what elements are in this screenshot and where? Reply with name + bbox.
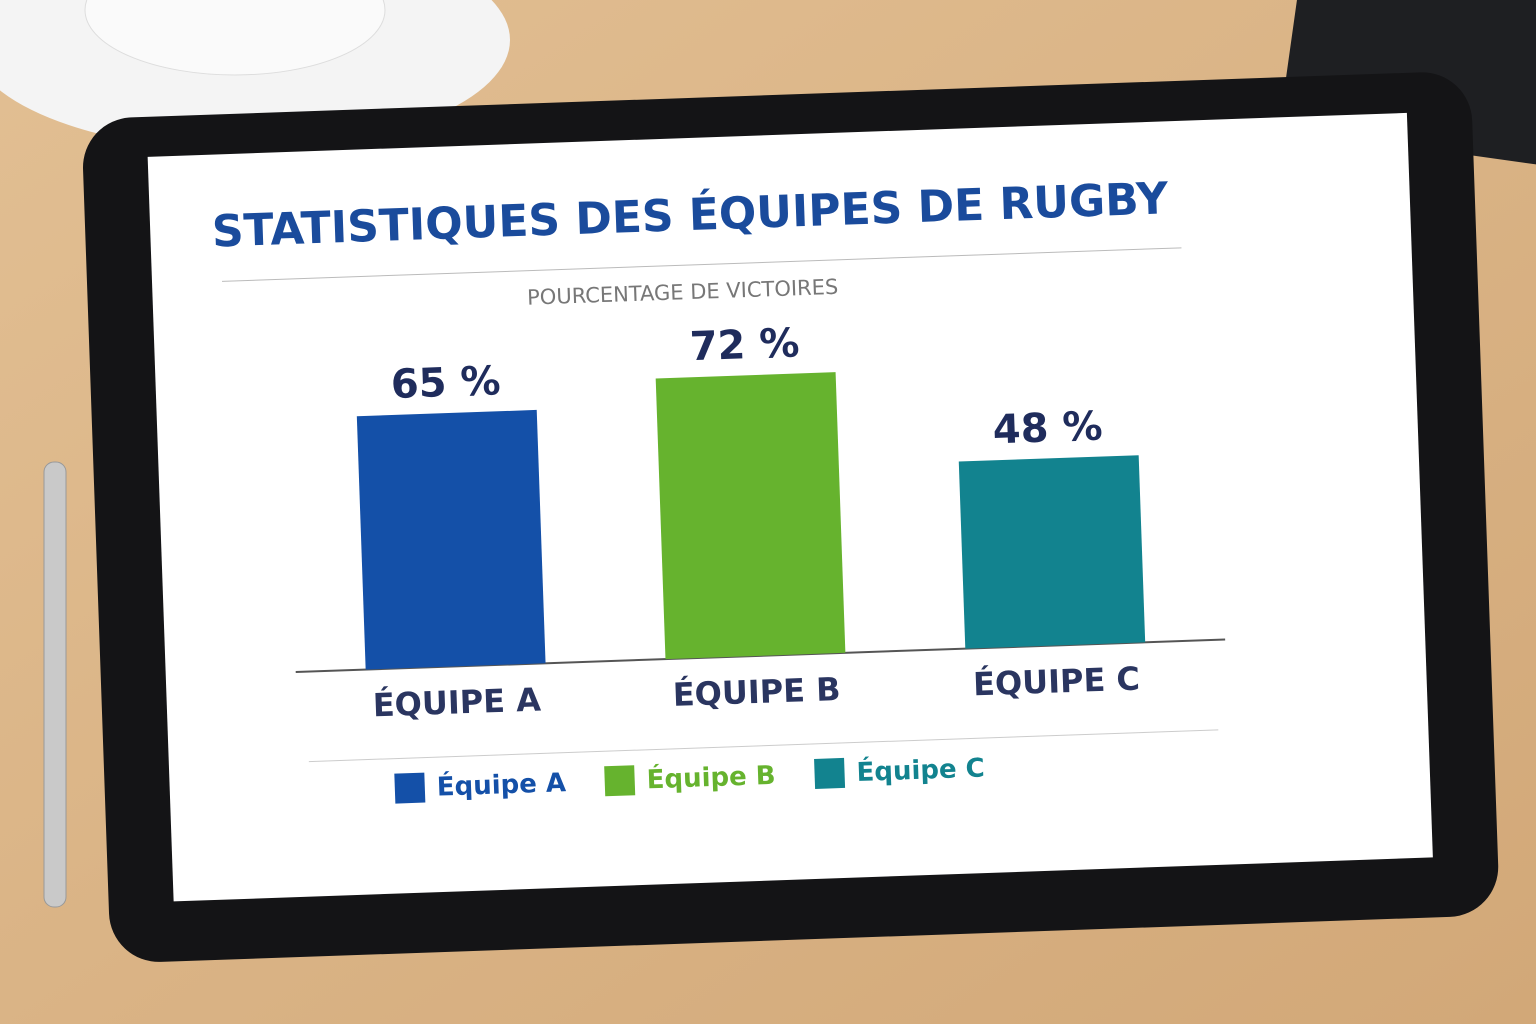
legend-swatch [814, 757, 846, 789]
legend-swatch [604, 765, 636, 797]
value-label: 48 % [992, 404, 1103, 454]
x-tick-label: ÉQUIPE A [372, 680, 542, 724]
legend-label: Équipe C [856, 752, 985, 788]
title-rule [222, 247, 1182, 282]
legend-label: Équipe A [436, 766, 566, 802]
bar [356, 409, 546, 670]
x-tick-label: ÉQUIPE B [672, 670, 841, 714]
value-label: 72 % [689, 320, 800, 370]
legend-label: Équipe B [646, 759, 776, 795]
tablet-group: STATISTIQUES DES ÉQUIPES DE RUGBY POURCE… [82, 72, 1499, 962]
legend-swatch [394, 772, 426, 804]
x-tick-label: ÉQUIPE C [972, 660, 1140, 704]
legend-rule [308, 729, 1219, 763]
pen [43, 461, 67, 908]
cup [84, 0, 386, 76]
bar [958, 455, 1146, 649]
value-label: 65 % [390, 358, 501, 408]
bar [655, 372, 846, 660]
